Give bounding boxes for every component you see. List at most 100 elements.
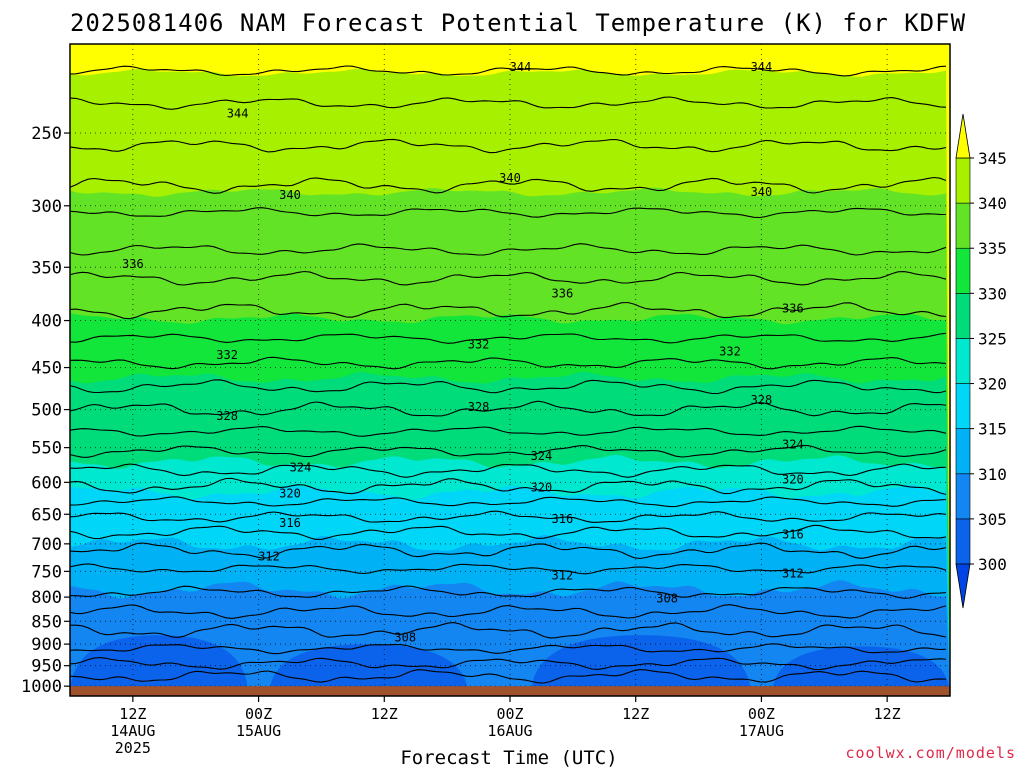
- colorbar-segment: [955, 383, 971, 429]
- y-axis: 250 300 350 400 450 500 550 600 650 700 750 800 850 9…: [21, 124, 70, 697]
- colorbar-segment: [955, 157, 971, 204]
- x-tick-label: 12Z: [874, 705, 901, 723]
- colorbar-extend-min: [955, 563, 971, 609]
- x-tick-label: 16AUG: [487, 722, 532, 740]
- y-tick-label: 650: [31, 505, 62, 525]
- contour-line: [69, 669, 947, 684]
- contour-label: 316: [552, 512, 574, 526]
- contour-line: [69, 243, 947, 256]
- y-tick-label: 350: [31, 258, 62, 278]
- contour-line: [69, 138, 947, 154]
- contour-label: 340: [751, 185, 773, 199]
- contour-line: [69, 332, 947, 344]
- colorbar-label: 330: [978, 284, 1007, 303]
- x-tick-label: 00Z: [496, 705, 523, 723]
- x-tick-label: 17AUG: [739, 722, 784, 740]
- contour-line: [69, 563, 947, 575]
- y-tick-label: 300: [31, 197, 62, 217]
- plot-area: 344 344 344 340 340 340 336 336 336 332 332 332 328 3…: [69, 43, 951, 697]
- y-tick-label: 600: [31, 473, 62, 493]
- contour-line: [69, 400, 947, 417]
- x-tick-label: 12Z: [622, 705, 649, 723]
- colorbar-label: 335: [978, 239, 1007, 258]
- contour-label: 344: [510, 60, 532, 74]
- contour-line: [69, 96, 947, 110]
- contour-line: [70, 622, 947, 639]
- contour-line: [69, 270, 947, 286]
- colorbar: 300 305 310 315 320 325 330 335 340 345: [955, 113, 1007, 609]
- colorbar-segment: [955, 338, 971, 384]
- contour-label: 324: [531, 449, 553, 463]
- contour-line: [69, 643, 947, 655]
- colorbar-segment: [955, 473, 971, 520]
- x-tick-label: 00Z: [245, 705, 272, 723]
- surface-band: [70, 686, 950, 696]
- y-tick-label: 700: [31, 535, 62, 555]
- contour-label: 332: [719, 344, 741, 358]
- colorbar-label: 345: [978, 149, 1007, 168]
- contour-line: [69, 604, 947, 619]
- contour-label: 332: [216, 348, 238, 362]
- contour-label: 336: [122, 257, 144, 271]
- colorbar-label: 320: [978, 375, 1007, 394]
- chart-title: 2025081406 NAM Forecast Potential Temper…: [70, 9, 966, 37]
- contour-label: 312: [782, 566, 804, 580]
- x-tick-label: 12Z: [119, 705, 146, 723]
- contour-line: [69, 356, 947, 370]
- contour-line: [69, 379, 947, 395]
- x-tick-label: 00Z: [748, 705, 775, 723]
- contour-line: [69, 524, 947, 540]
- y-tick-label: 500: [31, 401, 62, 421]
- contour-label: 344: [227, 106, 249, 120]
- contour-line: [69, 207, 947, 219]
- contour-label: 320: [782, 473, 804, 487]
- y-tick-label: 1000: [21, 677, 62, 697]
- contour-line: [69, 585, 947, 599]
- contour-line: [69, 301, 947, 320]
- colorbar-label: 340: [978, 194, 1007, 213]
- contour-label: 324: [290, 460, 312, 474]
- contour-label: 308: [394, 630, 416, 644]
- y-tick-label: 800: [31, 588, 62, 608]
- y-tick-label: 750: [31, 562, 62, 582]
- colorbar-segment: [955, 428, 971, 475]
- contour-label: 340: [279, 188, 301, 202]
- contour-label: 312: [258, 550, 280, 564]
- contour-label: 328: [751, 393, 773, 407]
- contour-line: [69, 510, 947, 523]
- contour-label: 324: [782, 438, 804, 452]
- colorbar-extend-max: [955, 113, 971, 159]
- contour-label: 308: [656, 592, 678, 606]
- contour-line: [69, 542, 947, 560]
- y-tick-label: 950: [31, 657, 62, 677]
- colorbar-label: 300: [978, 555, 1007, 574]
- contour-line: [69, 425, 947, 437]
- contour-labels: 344 344 344 340 340 340 336 336 336 332 332 332 328 3…: [122, 60, 804, 644]
- contour-line: [69, 444, 947, 458]
- colorbar-label: 310: [978, 465, 1007, 484]
- y-tick-label: 550: [31, 439, 62, 459]
- x-tick-label: 12Z: [371, 705, 398, 723]
- contour-lines: [69, 65, 947, 684]
- contour-line: [69, 463, 947, 478]
- contour-label: 336: [782, 301, 804, 315]
- contour-label: 340: [499, 171, 521, 185]
- contour-label: 344: [751, 60, 773, 74]
- y-tick-label: 400: [31, 312, 62, 332]
- colorbar-segment: [955, 518, 971, 565]
- colorbar-segment: [955, 247, 971, 294]
- colorbar-segment: [955, 293, 971, 339]
- y-tick-label: 250: [31, 124, 62, 144]
- contour-label: 320: [279, 486, 301, 500]
- x-tick-label: 15AUG: [236, 722, 281, 740]
- contour-label: 316: [782, 528, 804, 542]
- colorbar-label: 305: [978, 510, 1007, 529]
- x-axis-title: Forecast Time (UTC): [400, 747, 617, 768]
- y-tick-label: 450: [31, 359, 62, 379]
- contour-line: [69, 65, 947, 77]
- contour-line: [69, 496, 947, 508]
- contour-line: [69, 176, 947, 194]
- contour-line: [69, 477, 947, 496]
